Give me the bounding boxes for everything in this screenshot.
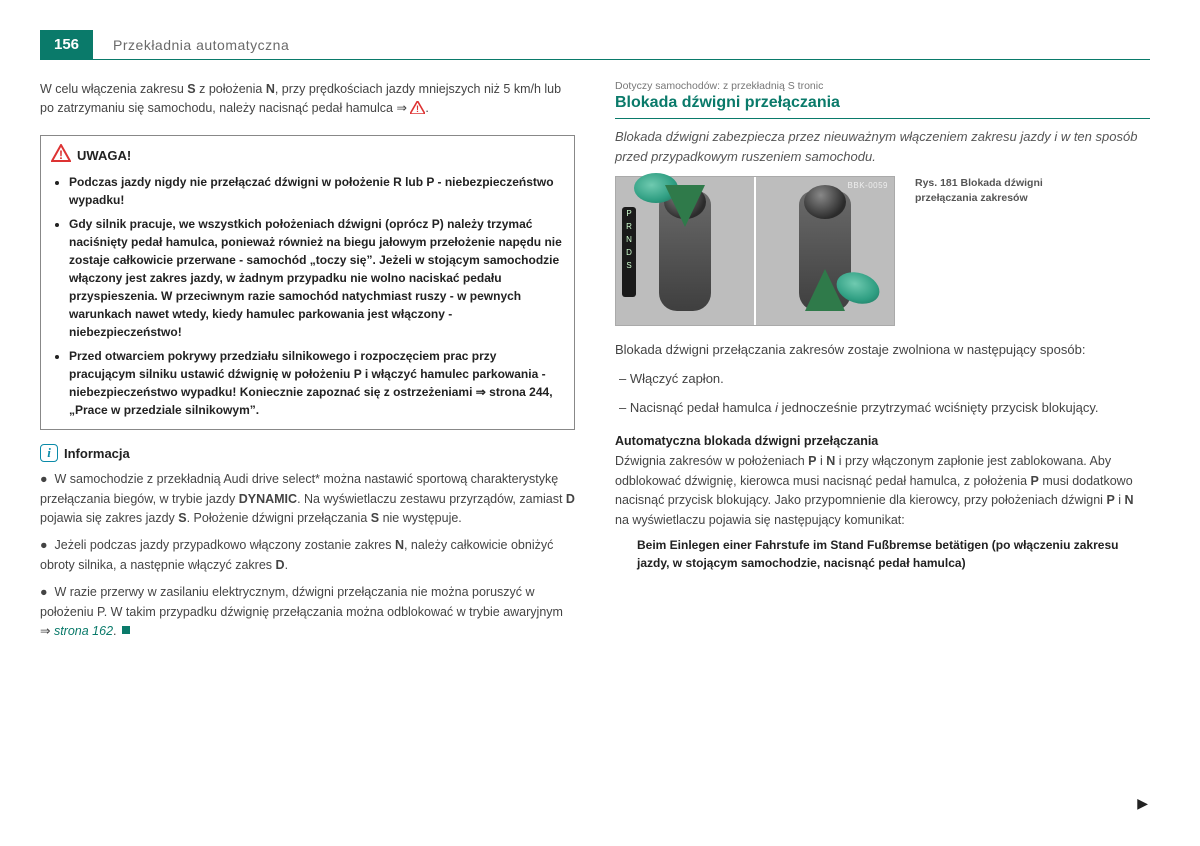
info-icon: i [40,444,58,462]
info-item: ● W razie przerwy w zasilaniu elektryczn… [40,583,575,641]
text: jednocześnie przytrzymać wciśnięty przyc… [778,400,1099,415]
bold: P [808,454,816,468]
bold: D [566,492,575,506]
text: W razie przerwy w zasilaniu elektrycznym… [40,585,563,618]
info-item: ● Jeżeli podczas jazdy przypadkowo włącz… [40,536,575,575]
continued-arrow-icon: ▶ [1137,795,1148,812]
info-heading: i Informacja [40,444,575,462]
svg-text:!: ! [416,104,419,114]
text: – Nacisnąć pedał hamulca [619,400,775,415]
bold: N [395,538,404,552]
text: Jeżeli podczas jazdy przypadkowo włączon… [55,538,395,552]
text: z położenia [196,82,266,96]
text: na wyświetlaczu pojawia się następujący … [615,513,905,527]
manual-page: 156 Przekładnia automatyczna W celu włąc… [0,0,1200,671]
text: pojawia się zakres jazdy [40,511,178,525]
bold: DYNAMIC [239,492,297,506]
end-of-section-icon [122,626,130,634]
svg-text:!: ! [59,148,63,162]
text: . [285,558,288,572]
gear-strip: P R N D S [622,207,636,297]
right-column: Dotyczy samochodów: z przekładnią S tron… [615,80,1150,641]
subheading: Automatyczna blokada dźwigni przełączani… [615,434,1150,448]
paragraph: Dźwignia zakresów w położeniach P i N i … [615,452,1150,530]
text: ⇒ [40,624,54,638]
text: . Położenie dźwigni przełączania [187,511,371,525]
page-header: 156 Przekładnia automatyczna [40,30,1150,60]
step-item: – Włączyć zapłon. [615,369,1150,390]
bold: S [371,511,379,525]
section-heading: Blokada dźwigni przełączania [615,94,1150,112]
display-message: Beim Einlegen einer Fahrstufe im Stand F… [615,536,1150,572]
figure-caption: Rys. 181 Blokada dźwigni przełączania za… [915,176,1045,205]
text: . Na wyświetlaczu zestawu przyrządów, za… [297,492,566,506]
heading-rule [615,118,1150,119]
text: i [817,454,827,468]
lead-paragraph: Blokada dźwigni zabezpiecza przez nieuwa… [615,127,1150,166]
bold: P [1106,493,1114,507]
text: i [1115,493,1125,507]
page-number: 156 [40,30,93,59]
intro-paragraph: W celu włączenia zakresu S z położenia N… [40,80,575,121]
bold: N [826,454,835,468]
info-list: ● W samochodzie z przekładnią Audi drive… [40,470,575,641]
figure-row: BBK-0059 P R N D S [615,176,1150,326]
page-link[interactable]: strona 162 [54,624,113,638]
warning-triangle-icon: ! [410,101,425,120]
bold: P [1031,474,1039,488]
warning-item: Podczas jazdy nigdy nie przełączać dźwig… [69,173,564,209]
left-column: W celu włączenia zakresu S z położenia N… [40,80,575,641]
warning-item: Gdy silnik pracuje, we wszystkich położe… [69,215,564,341]
gear-label: D [622,246,636,259]
figure-panel-left: P R N D S [616,177,754,325]
warning-list: Podczas jazdy nigdy nie przełączać dźwig… [51,173,564,419]
figure-panel-right [754,177,894,325]
bold-s: S [187,82,195,96]
steps-block: Blokada dźwigni przełączania zakresów zo… [615,340,1150,418]
info-item: ● W samochodzie z przekładnią Audi drive… [40,470,575,528]
warning-item: Przed otwarciem pokrywy przedziału silni… [69,347,564,419]
steps-intro: Blokada dźwigni przełączania zakresów zo… [615,340,1150,361]
arrow-up-icon [805,269,845,311]
applies-to: Dotyczy samochodów: z przekładnią S tron… [615,80,1150,92]
gear-label: N [622,233,636,246]
gear-label: P [622,207,636,220]
warning-title-text: UWAGA! [77,146,131,166]
gear-label: S [622,259,636,272]
text: W celu włączenia zakresu [40,82,187,96]
gear-label: R [622,220,636,233]
bold: S [178,511,186,525]
text: nie występuje. [379,511,462,525]
figure-image: BBK-0059 P R N D S [615,176,895,326]
page-title: Przekładnia automatyczna [93,37,289,53]
text: Dźwignia zakresów w położeniach [615,454,808,468]
text: . [113,624,120,638]
warning-box: ! UWAGA! Podczas jazdy nigdy nie przełąc… [40,135,575,431]
bold: D [276,558,285,572]
bold-n: N [266,82,275,96]
warning-heading: ! UWAGA! [51,144,564,168]
info-title-text: Informacja [64,446,130,461]
step-item: – Nacisnąć pedał hamulca i jednocześnie … [615,398,1150,419]
arrow-down-icon [665,185,705,227]
columns: W celu włączenia zakresu S z położenia N… [40,80,1150,641]
bold: N [1125,493,1134,507]
warning-triangle-icon: ! [51,144,71,168]
